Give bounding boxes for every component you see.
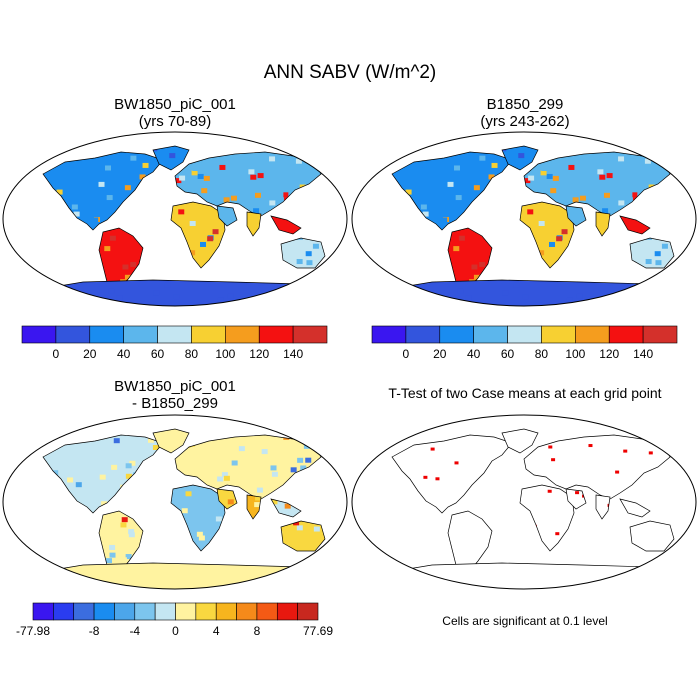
panel-3-title-line2: - B1850_299: [132, 395, 218, 412]
panel-1-title: BW1850_piC_001 (yrs 70-89): [80, 96, 270, 130]
colorbar-box: [258, 325, 294, 344]
colorbar-tick-label: 60: [501, 347, 515, 361]
significance-note: Cells are significant at 0.1 level: [442, 614, 608, 628]
colorbar-box: [191, 325, 226, 344]
colorbar-box: [541, 325, 576, 344]
colorbar-tick-label: 40: [117, 347, 131, 361]
colorbar-box: [608, 325, 644, 344]
colorbar-box: [89, 325, 124, 344]
panel-1-colorbar: 0 20 40 60 80 100 120 140: [21, 325, 328, 361]
panel-4-map: [365, 428, 683, 589]
colorbar-tick-label: 0: [403, 347, 410, 361]
panel-2-title-line2: (yrs 243-262): [480, 113, 570, 130]
colorbar-box: [21, 325, 57, 344]
colorbar-box: [473, 325, 508, 344]
colorbar-box: [175, 602, 197, 621]
colorbar-tick-label: 0: [172, 624, 179, 638]
colorbar-box: [371, 325, 407, 344]
colorbar-box: [225, 325, 260, 344]
colorbar-box: [439, 325, 474, 344]
colorbar-box: [157, 325, 192, 344]
colorbar-box: [114, 602, 136, 621]
colorbar-box: [53, 602, 75, 621]
colorbar-tick-label: 80: [185, 347, 199, 361]
panel-2-title-line1: B1850_299: [486, 96, 564, 113]
panel-1-title-line2: (yrs 70-89): [138, 113, 212, 130]
panel-1-map: [16, 145, 334, 306]
colorbar-box: [215, 602, 237, 621]
colorbar-box: [642, 325, 678, 344]
colorbar-tick-label: 4: [213, 624, 220, 638]
panel-2-title: B1850_299 (yrs 243-262): [425, 96, 625, 130]
colorbar-tick-label: 100: [215, 347, 235, 361]
colorbar-box: [154, 602, 176, 621]
panel-3-title: BW1850_piC_001 - B1850_299: [80, 378, 270, 412]
colorbar-tick-label: 20: [433, 347, 447, 361]
colorbar-tick-label: 8: [254, 624, 261, 638]
colorbar-tick-label: -8: [89, 624, 100, 638]
colorbar-tick-label: 40: [467, 347, 481, 361]
colorbar-tick-label: 77.69: [303, 624, 333, 638]
colorbar-box: [134, 602, 156, 621]
colorbar-tick-label: -77.98: [16, 624, 50, 638]
colorbar-box: [55, 325, 91, 344]
panel-2-map: [365, 145, 683, 306]
colorbar-box: [276, 602, 298, 621]
colorbar-tick-label: -4: [129, 624, 140, 638]
colorbar-box: [292, 325, 328, 344]
colorbar-tick-label: 120: [599, 347, 619, 361]
panel-2-frame: [351, 131, 697, 307]
colorbar-box: [93, 602, 115, 621]
colorbar-box: [32, 602, 54, 621]
colorbar-tick-label: 140: [283, 347, 303, 361]
colorbar-tick-label: 100: [565, 347, 585, 361]
colorbar-tick-label: 60: [151, 347, 165, 361]
colorbar-tick-label: 120: [249, 347, 269, 361]
panel-3-map: [16, 428, 334, 589]
colorbar-box: [297, 602, 319, 621]
colorbar-tick-label: 0: [53, 347, 60, 361]
colorbar-box: [195, 602, 217, 621]
colorbar-box: [236, 602, 258, 621]
colorbar-box: [405, 325, 441, 344]
panel-3-frame: [2, 414, 348, 590]
panel-3-title-line1: BW1850_piC_001: [114, 378, 236, 395]
panel-1-title-line1: BW1850_piC_001: [114, 96, 236, 113]
colorbar-tick-label: 80: [535, 347, 549, 361]
colorbar-box: [123, 325, 158, 344]
colorbar-tick-label: 20: [83, 347, 97, 361]
colorbar-box: [73, 602, 95, 621]
panel-3-colorbar: -77.98 -8 -4 0 4 8 77.69: [16, 602, 333, 638]
colorbar-tick-label: 140: [633, 347, 653, 361]
colorbar-box: [507, 325, 542, 344]
main-title: ANN SABV (W/m^2): [263, 62, 437, 83]
panel-2-colorbar: 0 20 40 60 80 100 120 140: [371, 325, 678, 361]
panel-4-title: T-Test of two Case means at each grid po…: [388, 385, 662, 401]
panel-4-frame: [351, 414, 697, 590]
colorbar-box: [575, 325, 610, 344]
panel-1-frame: [2, 131, 348, 307]
colorbar-box: [256, 602, 278, 621]
